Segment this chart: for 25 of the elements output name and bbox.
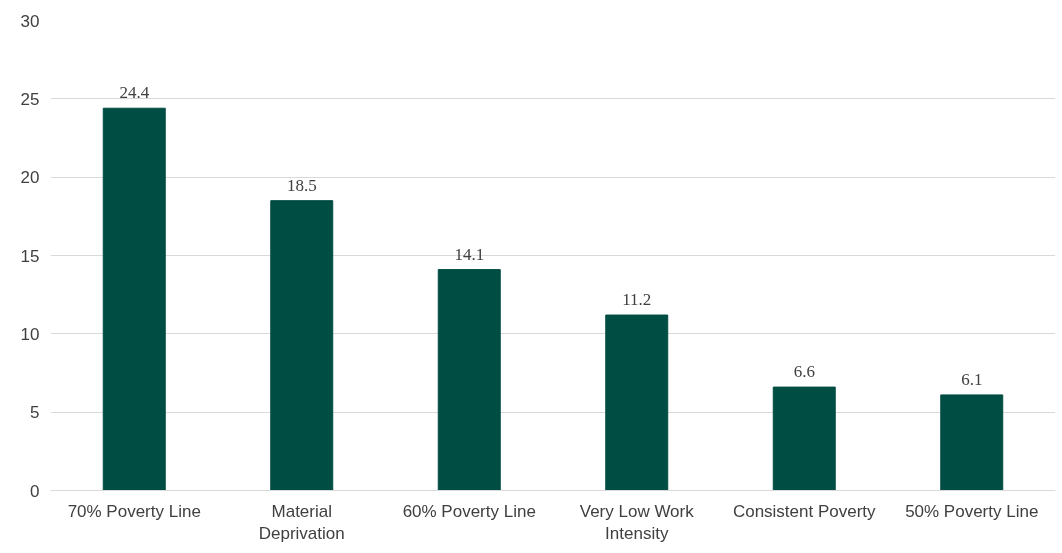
y-tick-label: 30 [20, 11, 40, 31]
bar [437, 269, 501, 491]
data-label: 24.4 [119, 83, 150, 103]
y-tick-label: 10 [20, 324, 40, 344]
x-tick-label: 70% Poverty Line [67, 501, 201, 521]
data-label: 14.1 [454, 244, 485, 264]
y-tick-label: 0 [30, 481, 40, 501]
y-tick-label: 20 [20, 168, 40, 188]
data-label: 6.6 [793, 362, 815, 382]
y-tick-label: 25 [20, 89, 40, 109]
data-label: 6.1 [961, 369, 983, 389]
bar [940, 394, 1004, 491]
x-tick-label: 50% Poverty Line [905, 501, 1039, 521]
x-tick-label: 60% Poverty Line [402, 501, 536, 521]
data-label: 11.2 [622, 290, 652, 310]
bar [102, 107, 166, 491]
x-tick-label: Consistent Poverty [732, 501, 877, 521]
x-tick-label: Very Low Work Intensity [579, 501, 695, 544]
data-label: 18.5 [286, 175, 317, 195]
bar [270, 200, 334, 491]
x-tick-label: Material Deprivation [258, 501, 345, 544]
y-tick-label: 15 [20, 246, 40, 266]
y-tick-label: 5 [30, 403, 40, 423]
bar [605, 314, 669, 491]
bar [772, 386, 836, 491]
